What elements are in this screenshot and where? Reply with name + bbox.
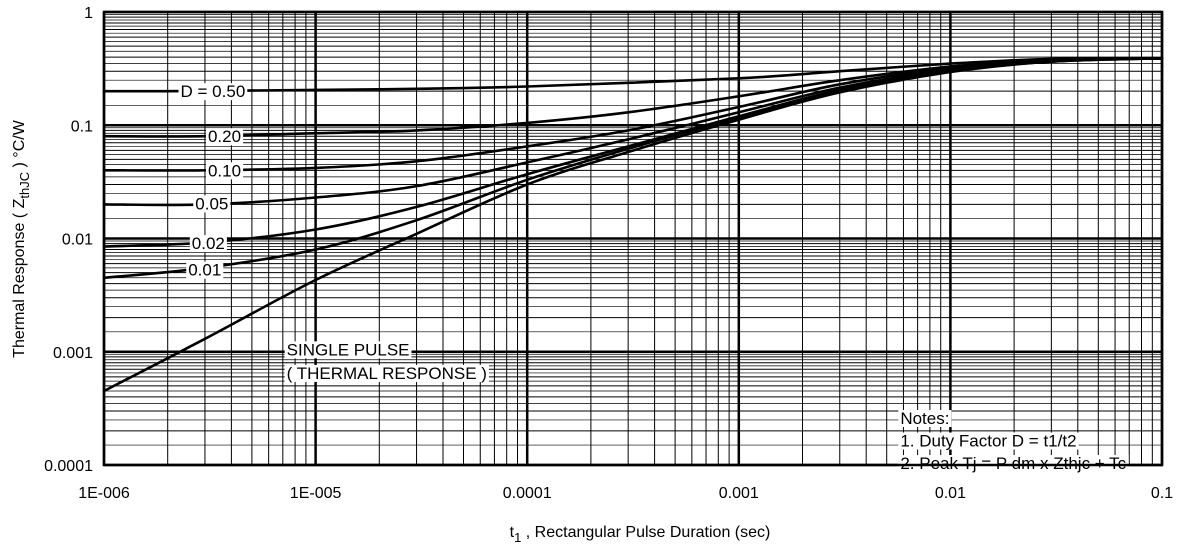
notes-background: [898, 432, 1079, 450]
curve-label-text: ( THERMAL RESPONSE ): [287, 364, 487, 383]
curve-label-text: 0.10: [208, 161, 241, 180]
y-tick-label: 0.01: [62, 232, 93, 249]
curve-label-text: D = 0.50: [181, 82, 246, 101]
curve-label: 0.10: [205, 161, 244, 180]
series-line: [102, 57, 1164, 93]
curve-label-background: [186, 261, 224, 279]
x-tick-label: 1E-006: [78, 485, 130, 502]
x-axis-title-rest: , Rectangular Pulse Duration (sec): [521, 524, 770, 541]
curve-label-background: [284, 364, 489, 382]
curve-label-text: SINGLE PULSE: [287, 340, 410, 359]
notes-row: 1. Duty Factor D = t1/t2: [898, 432, 1079, 451]
curve-label: SINGLE PULSE: [284, 340, 412, 359]
notes-row: 2. Peak Tj = P dm x Zthjc + Tc: [898, 454, 1129, 473]
x-axis-title-prefix: t: [510, 524, 515, 541]
x-tick-label: 0.0001: [503, 485, 552, 502]
y-tick-label: 0.001: [53, 345, 93, 362]
curve-label-background: [193, 195, 231, 213]
notes-row: Notes:: [898, 409, 952, 428]
curve-label-text: 0.20: [208, 127, 241, 146]
curve-label-background: [205, 162, 244, 180]
curve-label: 0.02: [189, 234, 227, 253]
y-axis-title-prefix: Thermal Response ( Z: [11, 198, 28, 357]
curve-label-background: [189, 235, 227, 253]
series-line: [102, 57, 1164, 393]
notes-line: 2. Peak Tj = P dm x Zthjc + Tc: [900, 454, 1126, 473]
x-axis-title-subscript: 1: [514, 530, 521, 545]
curve-label-text: 0.01: [188, 261, 221, 280]
notes-background: [898, 455, 1129, 473]
x-tick-label: 0.01: [935, 485, 966, 502]
y-axis-title: Thermal Response ( ZthJC ) °C/W: [11, 119, 32, 358]
curve-label: 0.01: [186, 261, 224, 280]
y-tick-labels: 1 0.1 0.01 0.001 0.0001: [44, 5, 93, 475]
notes-background: [898, 410, 952, 428]
plot-frame: [102, 10, 1164, 467]
x-tick-labels: 1E-006 1E-005 0.0001 0.001 0.01 0.1: [78, 485, 1173, 502]
y-tick-label: 0.0001: [44, 458, 93, 475]
series-line: [102, 57, 1164, 172]
x-tick-label: 0.1: [1151, 485, 1173, 502]
notes-box: Notes: 1. Duty Factor D = t1/t2 2. Peak Tj…: [898, 409, 1129, 473]
curve-label-text: 0.05: [195, 194, 228, 213]
y-tick-label: 0.1: [71, 118, 93, 135]
x-axis-title: t1 , Rectangular Pulse Duration (sec): [510, 524, 771, 545]
curve-label: ( THERMAL RESPONSE ): [284, 364, 489, 383]
curve-label-background: [205, 128, 244, 146]
notes-line: 1. Duty Factor D = t1/t2: [900, 432, 1076, 451]
curve-label: 0.20: [205, 127, 244, 146]
curve-label-background: [284, 341, 412, 359]
curve-label-background: [178, 83, 248, 101]
curve-label-text: 0.02: [192, 234, 225, 253]
y-axis-title-rest: ) °C/W: [11, 119, 28, 172]
curve-labels: D = 0.50 0.20 0.10 0.05 0.02 0.01 SINGLE PULSE…: [178, 82, 489, 383]
notes-title: Notes:: [900, 409, 949, 428]
curve-label: 0.05: [193, 194, 231, 213]
y-tick-label: 1: [84, 5, 93, 22]
y-axis-title-subscript: thJC: [17, 172, 32, 199]
x-tick-label: 1E-005: [290, 485, 342, 502]
curve-label: D = 0.50: [178, 82, 248, 101]
series-lines: [102, 57, 1164, 393]
x-tick-label: 0.001: [719, 485, 759, 502]
